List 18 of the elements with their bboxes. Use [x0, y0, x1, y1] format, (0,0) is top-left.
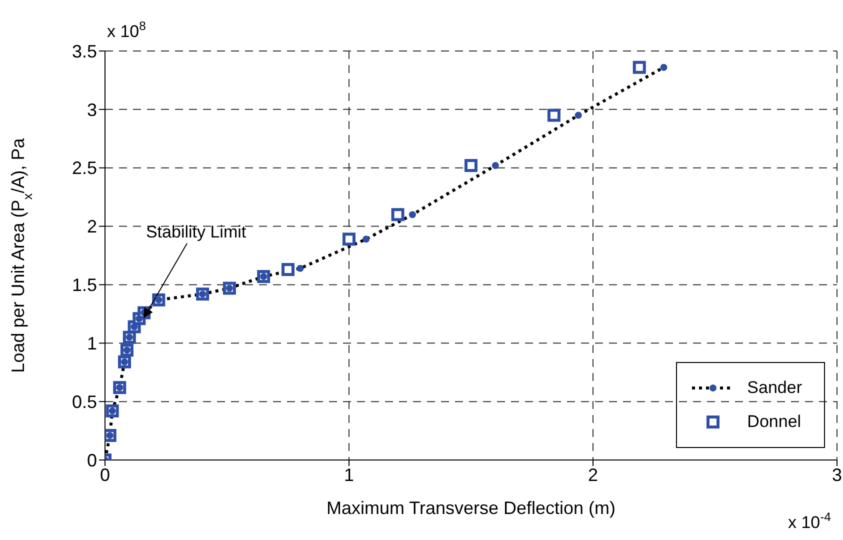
text: x 10$^{-4}$: [788, 510, 832, 532]
x-axis-title: Maximum Transverse Deflection (m): [326, 498, 616, 518]
y-tick-label: 1: [86, 334, 97, 354]
x-tick-label: 2: [588, 464, 598, 485]
y-tick-label: 3.5: [72, 41, 97, 62]
legend-label: Donnel: [747, 412, 802, 432]
y-tick-label: 0: [86, 450, 97, 470]
x-tick-label: 1: [344, 464, 354, 485]
x-tick-label: 3: [832, 464, 842, 485]
x-tick-label: 0: [100, 464, 110, 485]
y-tick-label: 0.5: [72, 392, 97, 412]
text: x 10$^{8}$: [107, 19, 146, 41]
y-tick-label: 2: [86, 216, 97, 237]
y-tick-label: 2.5: [72, 158, 97, 178]
legend-label: Sander: [747, 378, 802, 398]
y-tick-label: 3: [86, 100, 97, 120]
annotation: Stability Limit: [146, 222, 246, 242]
y-tick-label: 1.5: [72, 275, 97, 296]
